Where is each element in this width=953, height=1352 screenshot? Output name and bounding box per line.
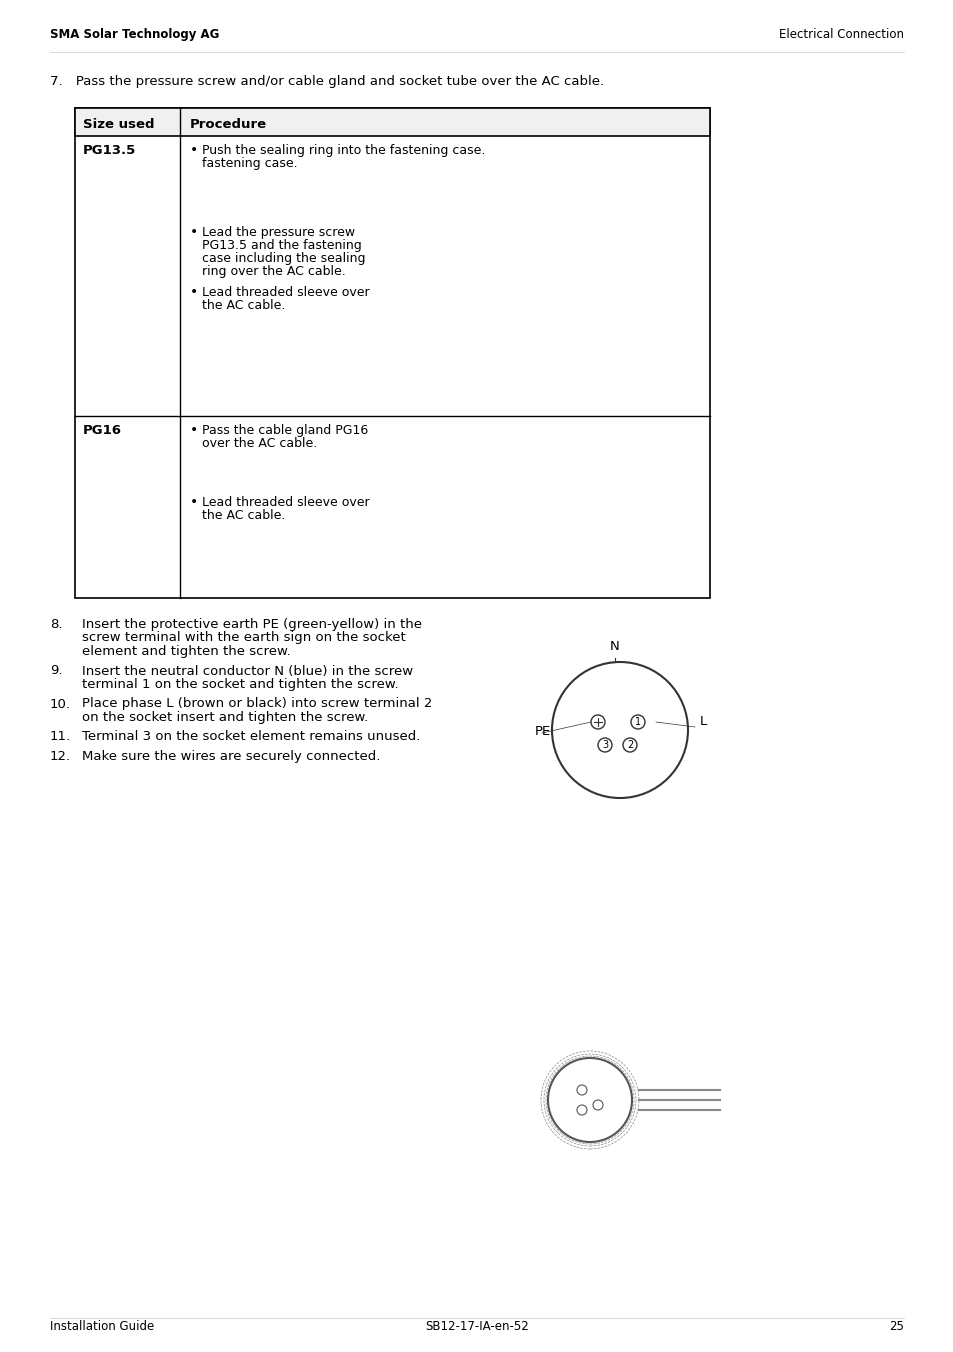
Text: 25: 25 <box>888 1320 903 1333</box>
Text: Pass the cable gland PG16: Pass the cable gland PG16 <box>202 425 368 437</box>
Text: PG16: PG16 <box>83 425 122 437</box>
Text: Installation Guide: Installation Guide <box>50 1320 154 1333</box>
Text: L: L <box>700 715 706 727</box>
Text: 9.: 9. <box>50 664 63 677</box>
Text: SB12-17-IA-en-52: SB12-17-IA-en-52 <box>425 1320 528 1333</box>
Text: 1: 1 <box>635 717 640 727</box>
Text: Size used: Size used <box>83 118 154 131</box>
Text: Place phase L (brown or black) into screw terminal 2: Place phase L (brown or black) into scre… <box>82 698 432 711</box>
Text: Terminal 3 on the socket element remains unused.: Terminal 3 on the socket element remains… <box>82 730 420 744</box>
Text: screw terminal with the earth sign on the socket: screw terminal with the earth sign on th… <box>82 631 405 645</box>
Text: Lead the pressure screw: Lead the pressure screw <box>202 226 355 239</box>
Text: Insert the neutral conductor N (blue) in the screw: Insert the neutral conductor N (blue) in… <box>82 664 413 677</box>
Text: element and tighten the screw.: element and tighten the screw. <box>82 645 291 658</box>
Text: Electrical Connection: Electrical Connection <box>779 28 903 41</box>
Text: Push the sealing ring into the fastening case.: Push the sealing ring into the fastening… <box>202 145 485 157</box>
Text: over the AC cable.: over the AC cable. <box>202 437 317 450</box>
Text: Lead threaded sleeve over: Lead threaded sleeve over <box>202 287 369 299</box>
Text: •: • <box>190 285 198 299</box>
Text: terminal 1 on the socket and tighten the screw.: terminal 1 on the socket and tighten the… <box>82 677 398 691</box>
Text: N: N <box>610 639 619 653</box>
Text: 3: 3 <box>601 740 607 750</box>
Text: the AC cable.: the AC cable. <box>202 299 285 312</box>
Text: 7. Pass the pressure screw and/or cable gland and socket tube over the AC cable.: 7. Pass the pressure screw and/or cable … <box>50 74 603 88</box>
Text: SMA Solar Technology AG: SMA Solar Technology AG <box>50 28 219 41</box>
Bar <box>75 108 709 137</box>
Text: on the socket insert and tighten the screw.: on the socket insert and tighten the scr… <box>82 711 368 725</box>
Text: case including the sealing: case including the sealing <box>202 251 365 265</box>
Text: •: • <box>190 143 198 157</box>
Text: PE: PE <box>535 725 551 738</box>
Text: Lead threaded sleeve over: Lead threaded sleeve over <box>202 496 369 508</box>
Text: Insert the protective earth PE (green-yellow) in the: Insert the protective earth PE (green-ye… <box>82 618 421 631</box>
Text: 2: 2 <box>626 740 633 750</box>
Text: ring over the AC cable.: ring over the AC cable. <box>202 265 345 279</box>
Text: 12.: 12. <box>50 750 71 763</box>
Text: Make sure the wires are securely connected.: Make sure the wires are securely connect… <box>82 750 380 763</box>
Text: Procedure: Procedure <box>190 118 267 131</box>
Text: 8.: 8. <box>50 618 63 631</box>
Text: •: • <box>190 224 198 239</box>
Text: fastening case.: fastening case. <box>202 157 297 170</box>
Text: 10.: 10. <box>50 698 71 711</box>
Text: PG13.5 and the fastening: PG13.5 and the fastening <box>202 239 361 251</box>
Text: •: • <box>190 423 198 437</box>
Text: PG13.5: PG13.5 <box>83 145 136 157</box>
Text: the AC cable.: the AC cable. <box>202 508 285 522</box>
Text: •: • <box>190 495 198 508</box>
Text: 11.: 11. <box>50 730 71 744</box>
